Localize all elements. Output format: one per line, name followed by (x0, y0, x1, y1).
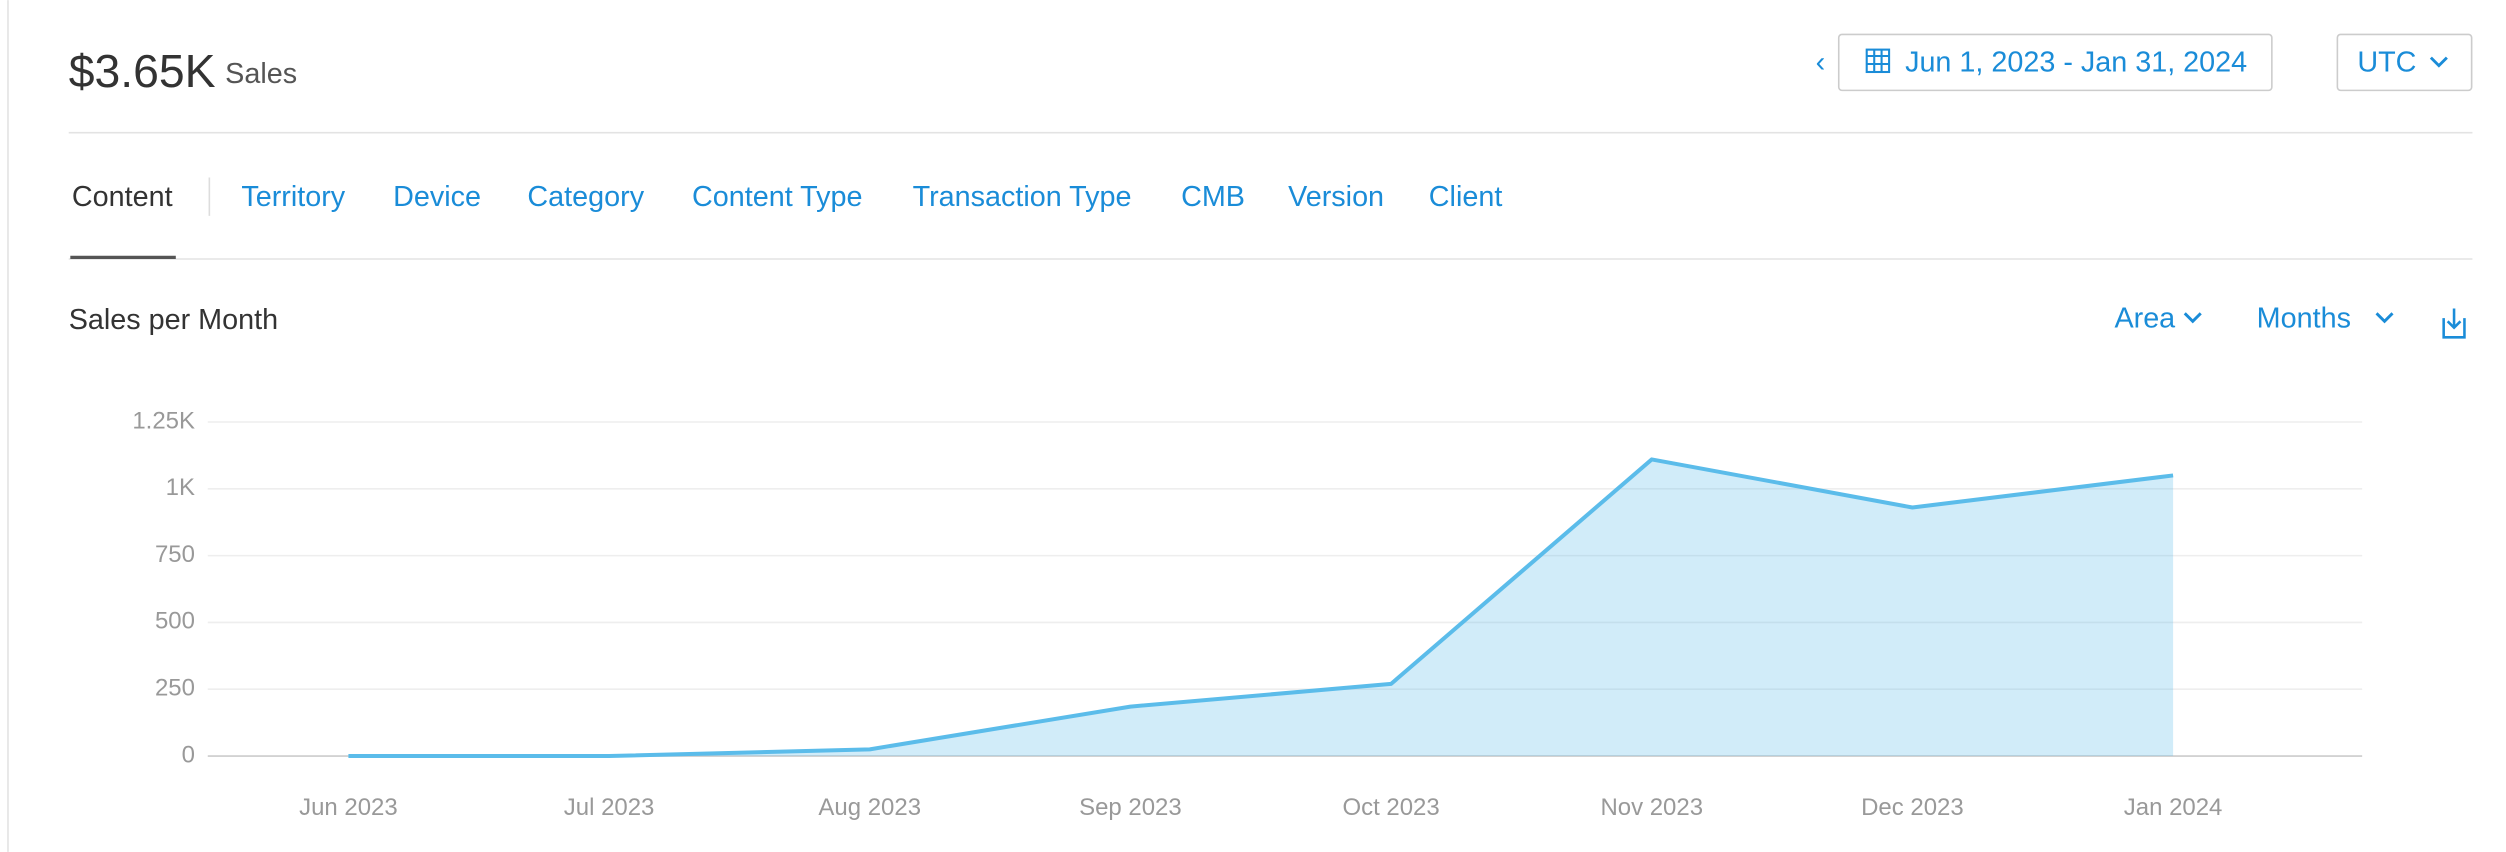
date-range: Jun 1, 2023 - Jan 31, 2024 (1905, 47, 2247, 79)
chart-style: Area (2114, 302, 2175, 334)
x-tick-label: Nov 2023 (1600, 794, 1703, 821)
x-tick-label: Oct 2023 (1342, 794, 1439, 821)
tab[interactable]: Client (1429, 181, 1503, 213)
tab[interactable]: CMB (1181, 181, 1245, 213)
download-button[interactable] (2442, 308, 2466, 339)
area (348, 459, 2174, 757)
x-tick-label: Jul 2023 (564, 794, 655, 821)
chevron (2429, 56, 2448, 68)
x-tick-label: Jan 2024 (2124, 794, 2223, 821)
y-tick-label: 1.25K (132, 407, 195, 434)
total-sales: $3.65K Sales (69, 45, 297, 97)
calendar-icon (1865, 48, 1891, 74)
total-label: Sales (225, 58, 297, 90)
x-tick-label: Jun 2023 (299, 794, 398, 821)
timezone: UTC (2357, 47, 2416, 79)
tab[interactable]: Territory (241, 181, 345, 213)
y-tick-label: 750 (155, 541, 195, 568)
timezone-button[interactable]: UTC (2336, 33, 2473, 92)
tab[interactable]: Category (527, 181, 644, 213)
period: Months (2257, 302, 2351, 334)
tab[interactable]: Version (1288, 181, 1384, 213)
total: $3.65K (69, 45, 216, 97)
date-button[interactable]: Jun 1, 2023 - Jan 31, 2024 (1837, 33, 2273, 92)
tab[interactable]: Content Type (692, 181, 863, 213)
y-tick-label: 1K (166, 474, 195, 501)
y-tick-label: 0 (182, 741, 195, 768)
chevron (2375, 312, 2394, 324)
tab[interactable]: Content (72, 181, 173, 213)
line (348, 457, 2174, 759)
tab[interactable]: Transaction Type (913, 181, 1132, 213)
x-tick-label: Aug 2023 (818, 794, 921, 821)
x-tick-label: Sep 2023 (1079, 794, 1182, 821)
y-tick-label: 500 (155, 608, 195, 635)
y-tick-label: 250 (155, 675, 195, 702)
chart-title: Sales per Month (69, 304, 278, 336)
style-dropdown[interactable]: Area (2114, 302, 2202, 334)
chevron (2183, 312, 2202, 324)
x-tick-label: Dec 2023 (1861, 794, 1964, 821)
tab[interactable]: Device (393, 181, 481, 213)
period-dropdown[interactable]: Months (2257, 302, 2394, 334)
prev-arrow[interactable]: ‹ (1816, 47, 1826, 79)
